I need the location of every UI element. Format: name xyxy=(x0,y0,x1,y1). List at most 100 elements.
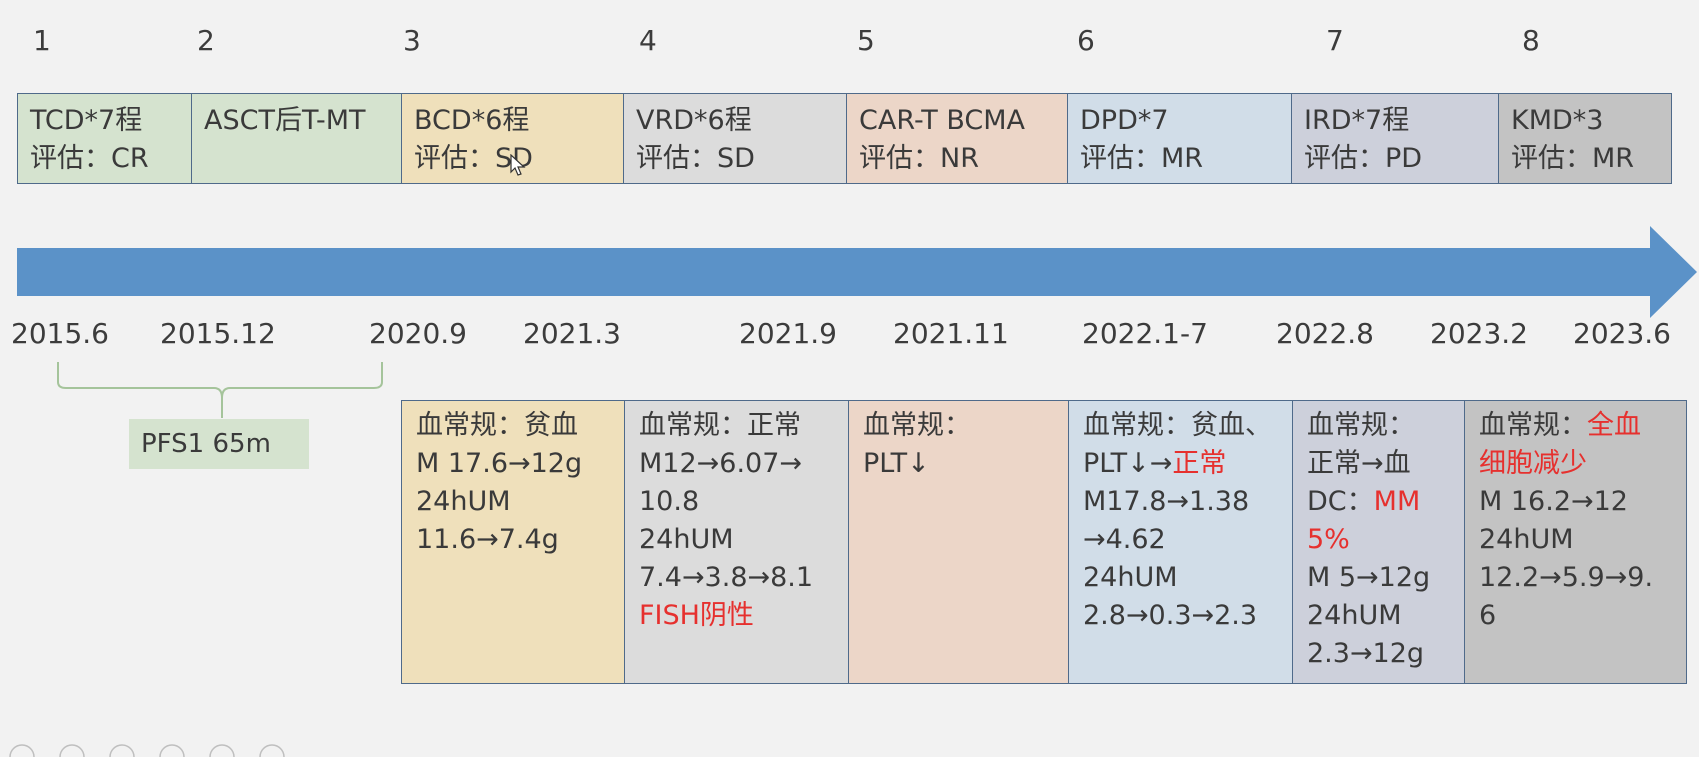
lab-result-line: PLT↓→正常 xyxy=(1083,445,1292,483)
lab-result-text: 7.4→3.8→8.1 xyxy=(639,562,814,593)
step-number: 8 xyxy=(1522,24,1540,57)
treatment-evaluation: 评估：MR xyxy=(1080,143,1204,174)
lab-result-text: 血常规： xyxy=(1307,410,1415,441)
lab-result-line: 5% xyxy=(1307,521,1464,559)
lab-result-cell: 血常规：正常 M12→6.07→ 10.8 24hUM 7.4→3.8→8.1 FISH阴… xyxy=(625,400,849,684)
lab-result-line: 6 xyxy=(1479,597,1686,635)
treatment-name: DPD*7 xyxy=(1080,105,1169,136)
lab-result-line: 24hUM xyxy=(1479,521,1686,559)
lab-result-text: 11.6→7.4g xyxy=(416,524,559,555)
treatment-cell: ASCT后T-MT xyxy=(192,93,402,184)
lab-result-text: M 5→12g xyxy=(1307,562,1431,593)
treatment-evaluation: 评估：MR xyxy=(1511,143,1635,174)
lab-result-text: M 17.6→12g xyxy=(416,448,583,479)
pfs-label: PFS1 65m xyxy=(129,419,309,469)
timeline-date: 2021.11 xyxy=(893,317,1009,350)
timeline-date: 2015.12 xyxy=(160,317,276,350)
treatment-cell: CAR-T BCMA 评估：NR xyxy=(847,93,1068,184)
lab-result-text: DC： xyxy=(1307,486,1374,517)
lab-result-line: M12→6.07→ xyxy=(639,445,848,483)
lab-result-line: 血常规：贫血 xyxy=(416,407,624,445)
step-number: 6 xyxy=(1077,24,1095,57)
treatment-name: KMD*3 xyxy=(1511,105,1604,136)
lab-result-line: 24hUM xyxy=(1307,597,1464,635)
lab-result-line: →4.62 xyxy=(1083,521,1292,559)
lab-result-text: 5% xyxy=(1307,524,1350,555)
lab-result-line: 24hUM xyxy=(1083,559,1292,597)
lab-result-text: M17.8→1.38 xyxy=(1083,486,1250,517)
treatment-evaluation: 评估：PD xyxy=(1304,143,1423,174)
lab-result-line: 24hUM xyxy=(639,521,848,559)
lab-result-text: 2.3→12g xyxy=(1307,638,1425,669)
lab-result-cell: 血常规： 正常→血 DC：MM 5% M 5→12g 24hUM 2.3→12g xyxy=(1293,400,1465,684)
timeline-date: 2021.9 xyxy=(739,317,837,350)
lab-result-line: M 17.6→12g xyxy=(416,445,624,483)
lab-result-text: M12→6.07→ xyxy=(639,448,803,479)
slide-nav-dots[interactable] xyxy=(0,744,300,757)
lab-result-line: 12.2→5.9→9. xyxy=(1479,559,1686,597)
treatment-cell: KMD*3 评估：MR xyxy=(1499,93,1672,184)
lab-results-row: 血常规：贫血 M 17.6→12g 24hUM 11.6→7.4g 血常规：正常 M12… xyxy=(401,400,1687,684)
treatment-name: BCD*6程 xyxy=(414,105,530,136)
lab-result-text: 血常规：贫血、 xyxy=(1083,410,1272,441)
step-number: 7 xyxy=(1326,24,1344,57)
pfs-brace xyxy=(57,362,383,418)
lab-result-line: 血常规： xyxy=(863,407,1068,445)
lab-result-line: 血常规：正常 xyxy=(639,407,848,445)
lab-result-text: 10.8 xyxy=(639,486,700,517)
treatment-evaluation: 评估：NR xyxy=(859,143,979,174)
lab-result-highlight: MM xyxy=(1373,486,1421,517)
lab-result-cell: 血常规：贫血 M 17.6→12g 24hUM 11.6→7.4g xyxy=(401,400,625,684)
treatment-cell: DPD*7 评估：MR xyxy=(1068,93,1292,184)
lab-result-line: 2.8→0.3→2.3 xyxy=(1083,597,1292,635)
lab-result-line: 细胞减少 xyxy=(1479,445,1686,483)
lab-result-line: 2.3→12g xyxy=(1307,635,1464,673)
lab-result-line: 7.4→3.8→8.1 xyxy=(639,559,848,597)
lab-result-cell: 血常规：全血 细胞减少 M 16.2→12 24hUM 12.2→5.9→9. 6 xyxy=(1465,400,1687,684)
lab-result-cell: 血常规： PLT↓ xyxy=(849,400,1069,684)
lab-result-text: 24hUM xyxy=(1083,562,1178,593)
lab-result-line: 10.8 xyxy=(639,483,848,521)
timeline-arrow xyxy=(17,226,1697,318)
lab-result-line: 正常→血 xyxy=(1307,445,1464,483)
step-number: 3 xyxy=(403,24,421,57)
lab-result-line: PLT↓ xyxy=(863,445,1068,483)
lab-result-text: 血常规： xyxy=(1479,410,1587,441)
treatment-name: ASCT后T-MT xyxy=(204,105,366,136)
treatment-name: IRD*7程 xyxy=(1304,105,1410,136)
lab-result-line: 24hUM xyxy=(416,483,624,521)
lab-result-highlight: 正常 xyxy=(1172,448,1227,479)
lab-result-text: 2.8→0.3→2.3 xyxy=(1083,600,1258,631)
lab-result-text: 血常规：贫血 xyxy=(416,410,578,441)
treatment-cell: VRD*6程 评估：SD xyxy=(624,93,847,184)
lab-result-line: 血常规：全血 xyxy=(1479,407,1686,445)
lab-result-text: 12.2→5.9→9. xyxy=(1479,562,1654,593)
treatment-row: TCD*7程 评估：CR ASCT后T-MT BCD*6程 评估：SD VRD*… xyxy=(17,93,1672,184)
lab-result-text: FISH阴性 xyxy=(639,600,754,631)
lab-result-line: 血常规： xyxy=(1307,407,1464,445)
timeline-date: 2015.6 xyxy=(11,317,109,350)
lab-result-text: 血常规：正常 xyxy=(639,410,801,441)
lab-result-line: M 5→12g xyxy=(1307,559,1464,597)
lab-result-text: 24hUM xyxy=(639,524,734,555)
treatment-cell: TCD*7程 评估：CR xyxy=(17,93,192,184)
lab-result-text: →4.62 xyxy=(1083,524,1166,555)
lab-result-text: PLT↓ xyxy=(863,448,930,479)
lab-result-line: M17.8→1.38 xyxy=(1083,483,1292,521)
mouse-cursor-icon xyxy=(510,154,526,176)
lab-result-text: 血常规： xyxy=(863,410,971,441)
lab-result-cell: 血常规：贫血、 PLT↓→正常 M17.8→1.38 →4.62 24hUM 2.8→0.… xyxy=(1069,400,1293,684)
timeline-date: 2022.8 xyxy=(1276,317,1374,350)
lab-result-text: PLT↓→ xyxy=(1083,448,1173,479)
step-number: 4 xyxy=(639,24,657,57)
step-number: 1 xyxy=(33,24,51,57)
lab-result-line: DC：MM xyxy=(1307,483,1464,521)
step-number: 5 xyxy=(857,24,875,57)
timeline-date: 2020.9 xyxy=(369,317,467,350)
timeline-date: 2023.6 xyxy=(1573,317,1671,350)
treatment-cell: IRD*7程 评估：PD xyxy=(1292,93,1499,184)
treatment-evaluation: 评估：SD xyxy=(636,143,755,174)
lab-result-text: M 16.2→12 xyxy=(1479,486,1628,517)
lab-result-text: 细胞减少 xyxy=(1479,448,1587,479)
timeline-date: 2022.1-7 xyxy=(1082,317,1208,350)
